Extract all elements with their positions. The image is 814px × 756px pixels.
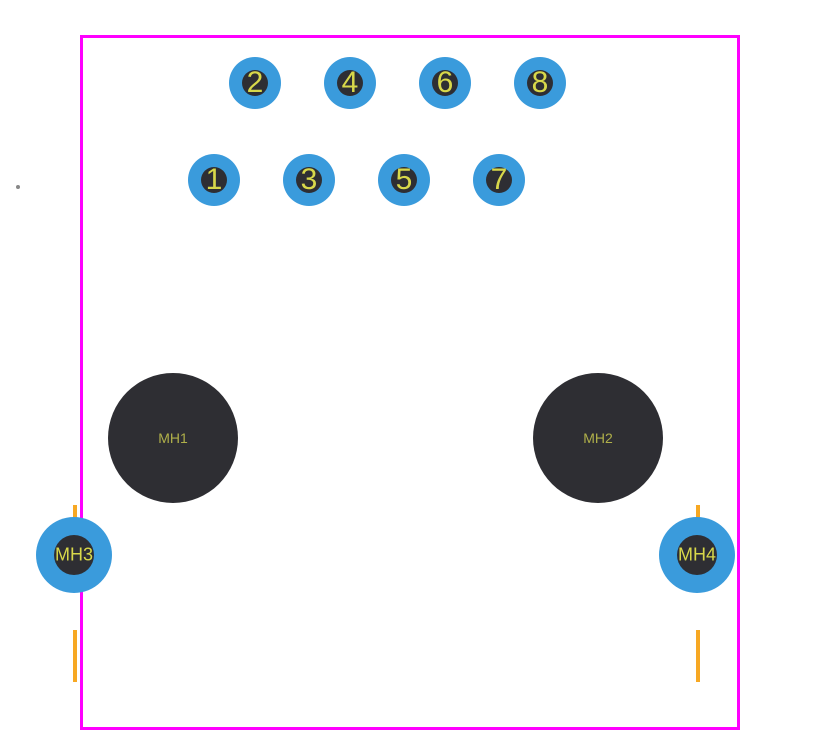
pin-1-pad: 1	[188, 154, 240, 206]
mount-hole-3-label: MH3	[55, 545, 93, 566]
lead-mh4-bottom	[696, 630, 700, 682]
pin-2-label: 2	[247, 66, 264, 100]
pin-5-pad: 5	[378, 154, 430, 206]
pin-1-label: 1	[206, 163, 223, 197]
pin-8-pad: 8	[514, 57, 566, 109]
mount-hole-3-pad: MH3	[36, 517, 112, 593]
mount-hole-1-label: MH1	[158, 430, 188, 446]
lead-mh3-bottom	[73, 630, 77, 682]
pin-2-pad: 2	[229, 57, 281, 109]
mount-hole-2: MH2	[533, 373, 663, 503]
pin-8-label: 8	[532, 66, 549, 100]
pin-6-pad: 6	[419, 57, 471, 109]
origin-marker	[16, 185, 20, 189]
pin-7-pad: 7	[473, 154, 525, 206]
pin-5-label: 5	[396, 163, 413, 197]
mount-hole-4-pad: MH4	[659, 517, 735, 593]
pin-3-pad: 3	[283, 154, 335, 206]
pin-6-label: 6	[437, 66, 454, 100]
pin-4-pad: 4	[324, 57, 376, 109]
pin-7-label: 7	[491, 163, 508, 197]
mount-hole-4-label: MH4	[678, 545, 716, 566]
mount-hole-1: MH1	[108, 373, 238, 503]
mount-hole-2-label: MH2	[583, 430, 613, 446]
pin-3-label: 3	[301, 163, 318, 197]
pin-4-label: 4	[342, 66, 359, 100]
